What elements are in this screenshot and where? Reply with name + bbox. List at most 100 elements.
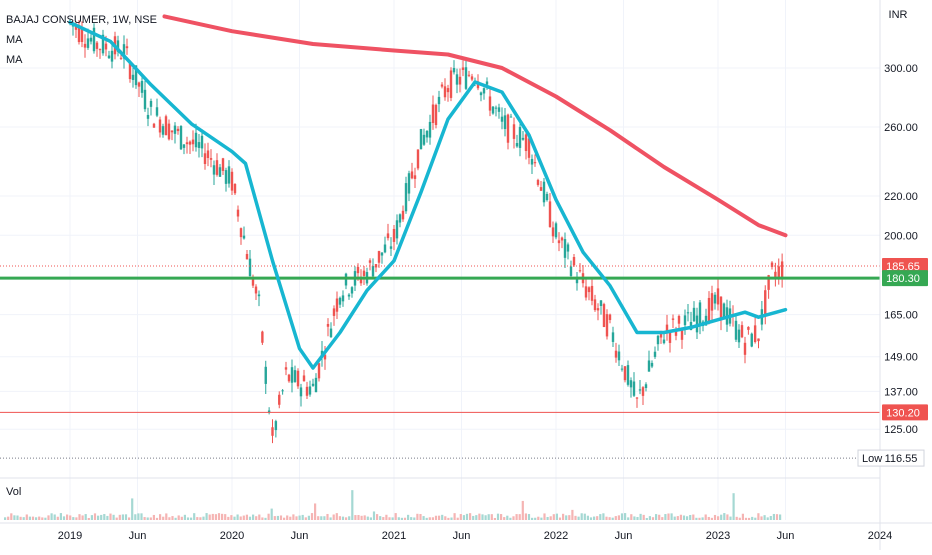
candle-body (575, 278, 579, 284)
ma-slow-legend[interactable]: MA (6, 54, 23, 66)
volume-bar (351, 490, 354, 520)
candle-body (533, 162, 537, 164)
candle-body (350, 287, 354, 294)
volume-bar (447, 517, 450, 520)
volume-bar (121, 514, 124, 520)
candle-body (620, 368, 624, 370)
candle-body (77, 25, 81, 43)
candle-body (638, 389, 642, 391)
candle-body (200, 135, 204, 149)
low-badge-value: 116.55 (885, 453, 918, 465)
volume-bar (245, 514, 248, 520)
candle-body (314, 377, 318, 393)
volume-bar (775, 514, 779, 520)
volume-bar (357, 515, 360, 520)
volume-bar (90, 515, 93, 520)
volume-bar (726, 514, 729, 520)
badge-value: 180.30 (886, 273, 920, 285)
x-tick-label: Jun (615, 530, 633, 542)
symbol-title[interactable]: BAJAJ CONSUMER, 1W, NSE (6, 14, 157, 26)
volume-bar (348, 516, 351, 520)
candle-body (590, 285, 594, 301)
x-tick-label: Jun (129, 530, 147, 542)
candle-body (296, 370, 300, 387)
volume-bar (87, 517, 90, 520)
candle-body (494, 107, 498, 109)
candle-body (278, 394, 281, 405)
volume-bar (354, 515, 357, 520)
candle-body (713, 294, 717, 304)
volume-bar (335, 513, 338, 520)
volume-bar (729, 516, 732, 520)
candle-body (128, 63, 132, 80)
volume-bar (109, 513, 112, 520)
candle-body (560, 237, 564, 241)
volume-bar (388, 517, 391, 520)
volume-bar (397, 517, 400, 520)
volume-bar (394, 513, 397, 520)
volume-bar (608, 517, 611, 520)
candle-body (230, 171, 234, 191)
candle-body (566, 244, 570, 252)
volume-bar (583, 513, 586, 520)
candle-body (671, 318, 675, 320)
volume-bar (403, 517, 407, 520)
volume-legend[interactable]: Vol (6, 486, 22, 498)
volume-bar (698, 517, 701, 520)
volume-bar (735, 516, 738, 520)
candle-body (602, 304, 606, 327)
candle-body (209, 158, 213, 160)
volume-bar (165, 513, 168, 520)
candle-body (89, 37, 93, 42)
candle-body (719, 296, 723, 321)
volume-bar (106, 515, 109, 520)
volume-bar (118, 514, 121, 520)
volume-bar (221, 513, 224, 520)
volume-bar (75, 517, 78, 520)
candle-body (86, 38, 90, 48)
candle-body (479, 92, 483, 96)
candle-body (512, 124, 516, 139)
volume-bar (596, 516, 599, 520)
candle-body (224, 170, 228, 184)
volume-bar (35, 517, 38, 520)
volume-bar (670, 513, 673, 520)
x-tick-label: Jun (291, 530, 309, 542)
volume-bar (31, 516, 35, 520)
candle-body (104, 43, 108, 50)
candle-body (95, 42, 99, 49)
volume-bar (741, 513, 744, 520)
candle-body (83, 43, 87, 48)
candle-body (461, 67, 465, 70)
volume-bar (177, 515, 180, 520)
volume-bar (630, 514, 633, 520)
volume-bar (205, 513, 208, 520)
ma-fast-legend[interactable]: MA (6, 34, 23, 46)
volume-bar (707, 516, 710, 520)
candle-body (264, 366, 267, 384)
candle-body (140, 80, 144, 93)
candle-body (434, 104, 438, 126)
candle-body (236, 209, 240, 217)
volume-bar (475, 515, 478, 520)
low-badge-box (857, 449, 925, 467)
candle-body (176, 128, 180, 132)
volume-bar (400, 517, 403, 520)
volume-bar (264, 517, 267, 520)
volume-bar (490, 514, 493, 520)
candle-body (356, 266, 360, 274)
volume-bar (174, 517, 177, 520)
volume-bar (208, 514, 211, 520)
candle-body (227, 166, 231, 184)
candle-body (167, 123, 171, 140)
volume-bar (614, 516, 617, 520)
volume-bar (580, 513, 583, 520)
candle-body (747, 326, 750, 330)
price-badge-last-price: 185.65 (882, 258, 928, 275)
volume-bar (233, 516, 236, 520)
candle-body (395, 220, 399, 239)
candle-body (578, 270, 582, 272)
volume-bar (689, 514, 692, 520)
